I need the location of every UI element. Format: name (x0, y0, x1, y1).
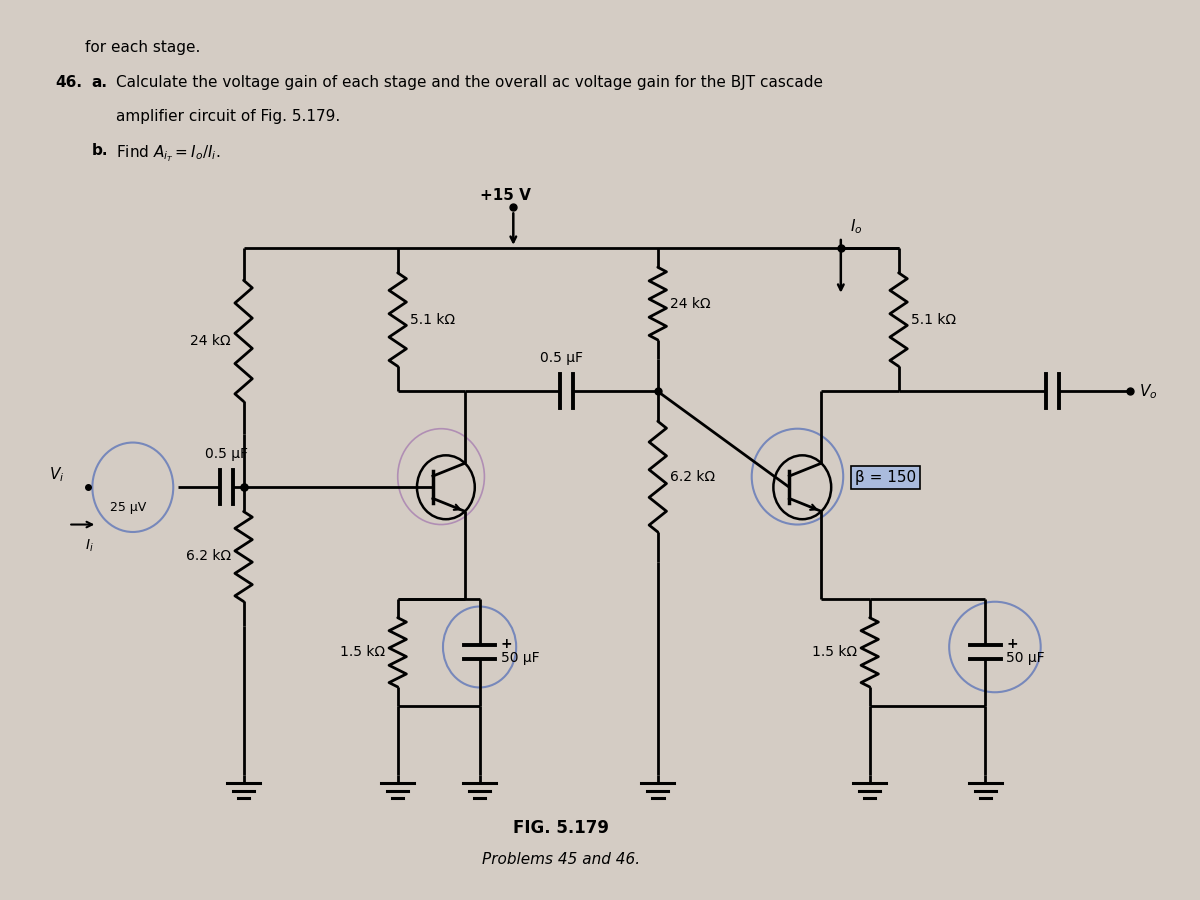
Text: 0.5 μF: 0.5 μF (540, 351, 583, 364)
Text: 25 μV: 25 μV (110, 500, 146, 514)
Text: 46.: 46. (55, 76, 83, 90)
Text: +: + (500, 637, 512, 652)
Text: Calculate the voltage gain of each stage and the overall ac voltage gain for the: Calculate the voltage gain of each stage… (116, 76, 823, 90)
Text: Problems 45 and 46.: Problems 45 and 46. (482, 852, 641, 868)
Text: 50 μF: 50 μF (500, 651, 540, 664)
Text: $I_o$: $I_o$ (851, 218, 863, 237)
Text: 0.5 μF: 0.5 μF (205, 446, 247, 461)
Text: a.: a. (91, 76, 107, 90)
Text: for each stage.: for each stage. (85, 40, 200, 55)
Text: 50 μF: 50 μF (1007, 651, 1045, 664)
Text: 5.1 kΩ: 5.1 kΩ (410, 312, 455, 327)
Text: b.: b. (91, 143, 108, 158)
Text: β = 150: β = 150 (856, 470, 917, 485)
Text: 6.2 kΩ: 6.2 kΩ (671, 470, 715, 483)
Text: +: + (1007, 637, 1018, 652)
Text: 1.5 kΩ: 1.5 kΩ (812, 645, 857, 660)
Text: 5.1 kΩ: 5.1 kΩ (911, 312, 956, 327)
Text: Find $A_{i_T} = I_o/I_i$.: Find $A_{i_T} = I_o/I_i$. (116, 143, 221, 164)
Text: $V_i$: $V_i$ (49, 465, 65, 484)
Text: FIG. 5.179: FIG. 5.179 (514, 819, 610, 837)
Text: amplifier circuit of Fig. 5.179.: amplifier circuit of Fig. 5.179. (116, 109, 341, 124)
Text: 6.2 kΩ: 6.2 kΩ (186, 550, 232, 563)
Text: 24 kΩ: 24 kΩ (671, 297, 710, 310)
Text: $V_o$: $V_o$ (1140, 382, 1158, 400)
Text: +15 V: +15 V (480, 188, 530, 202)
Text: $I_i$: $I_i$ (85, 537, 94, 554)
Text: 24 kΩ: 24 kΩ (191, 334, 232, 348)
Text: 1.5 kΩ: 1.5 kΩ (340, 645, 385, 660)
